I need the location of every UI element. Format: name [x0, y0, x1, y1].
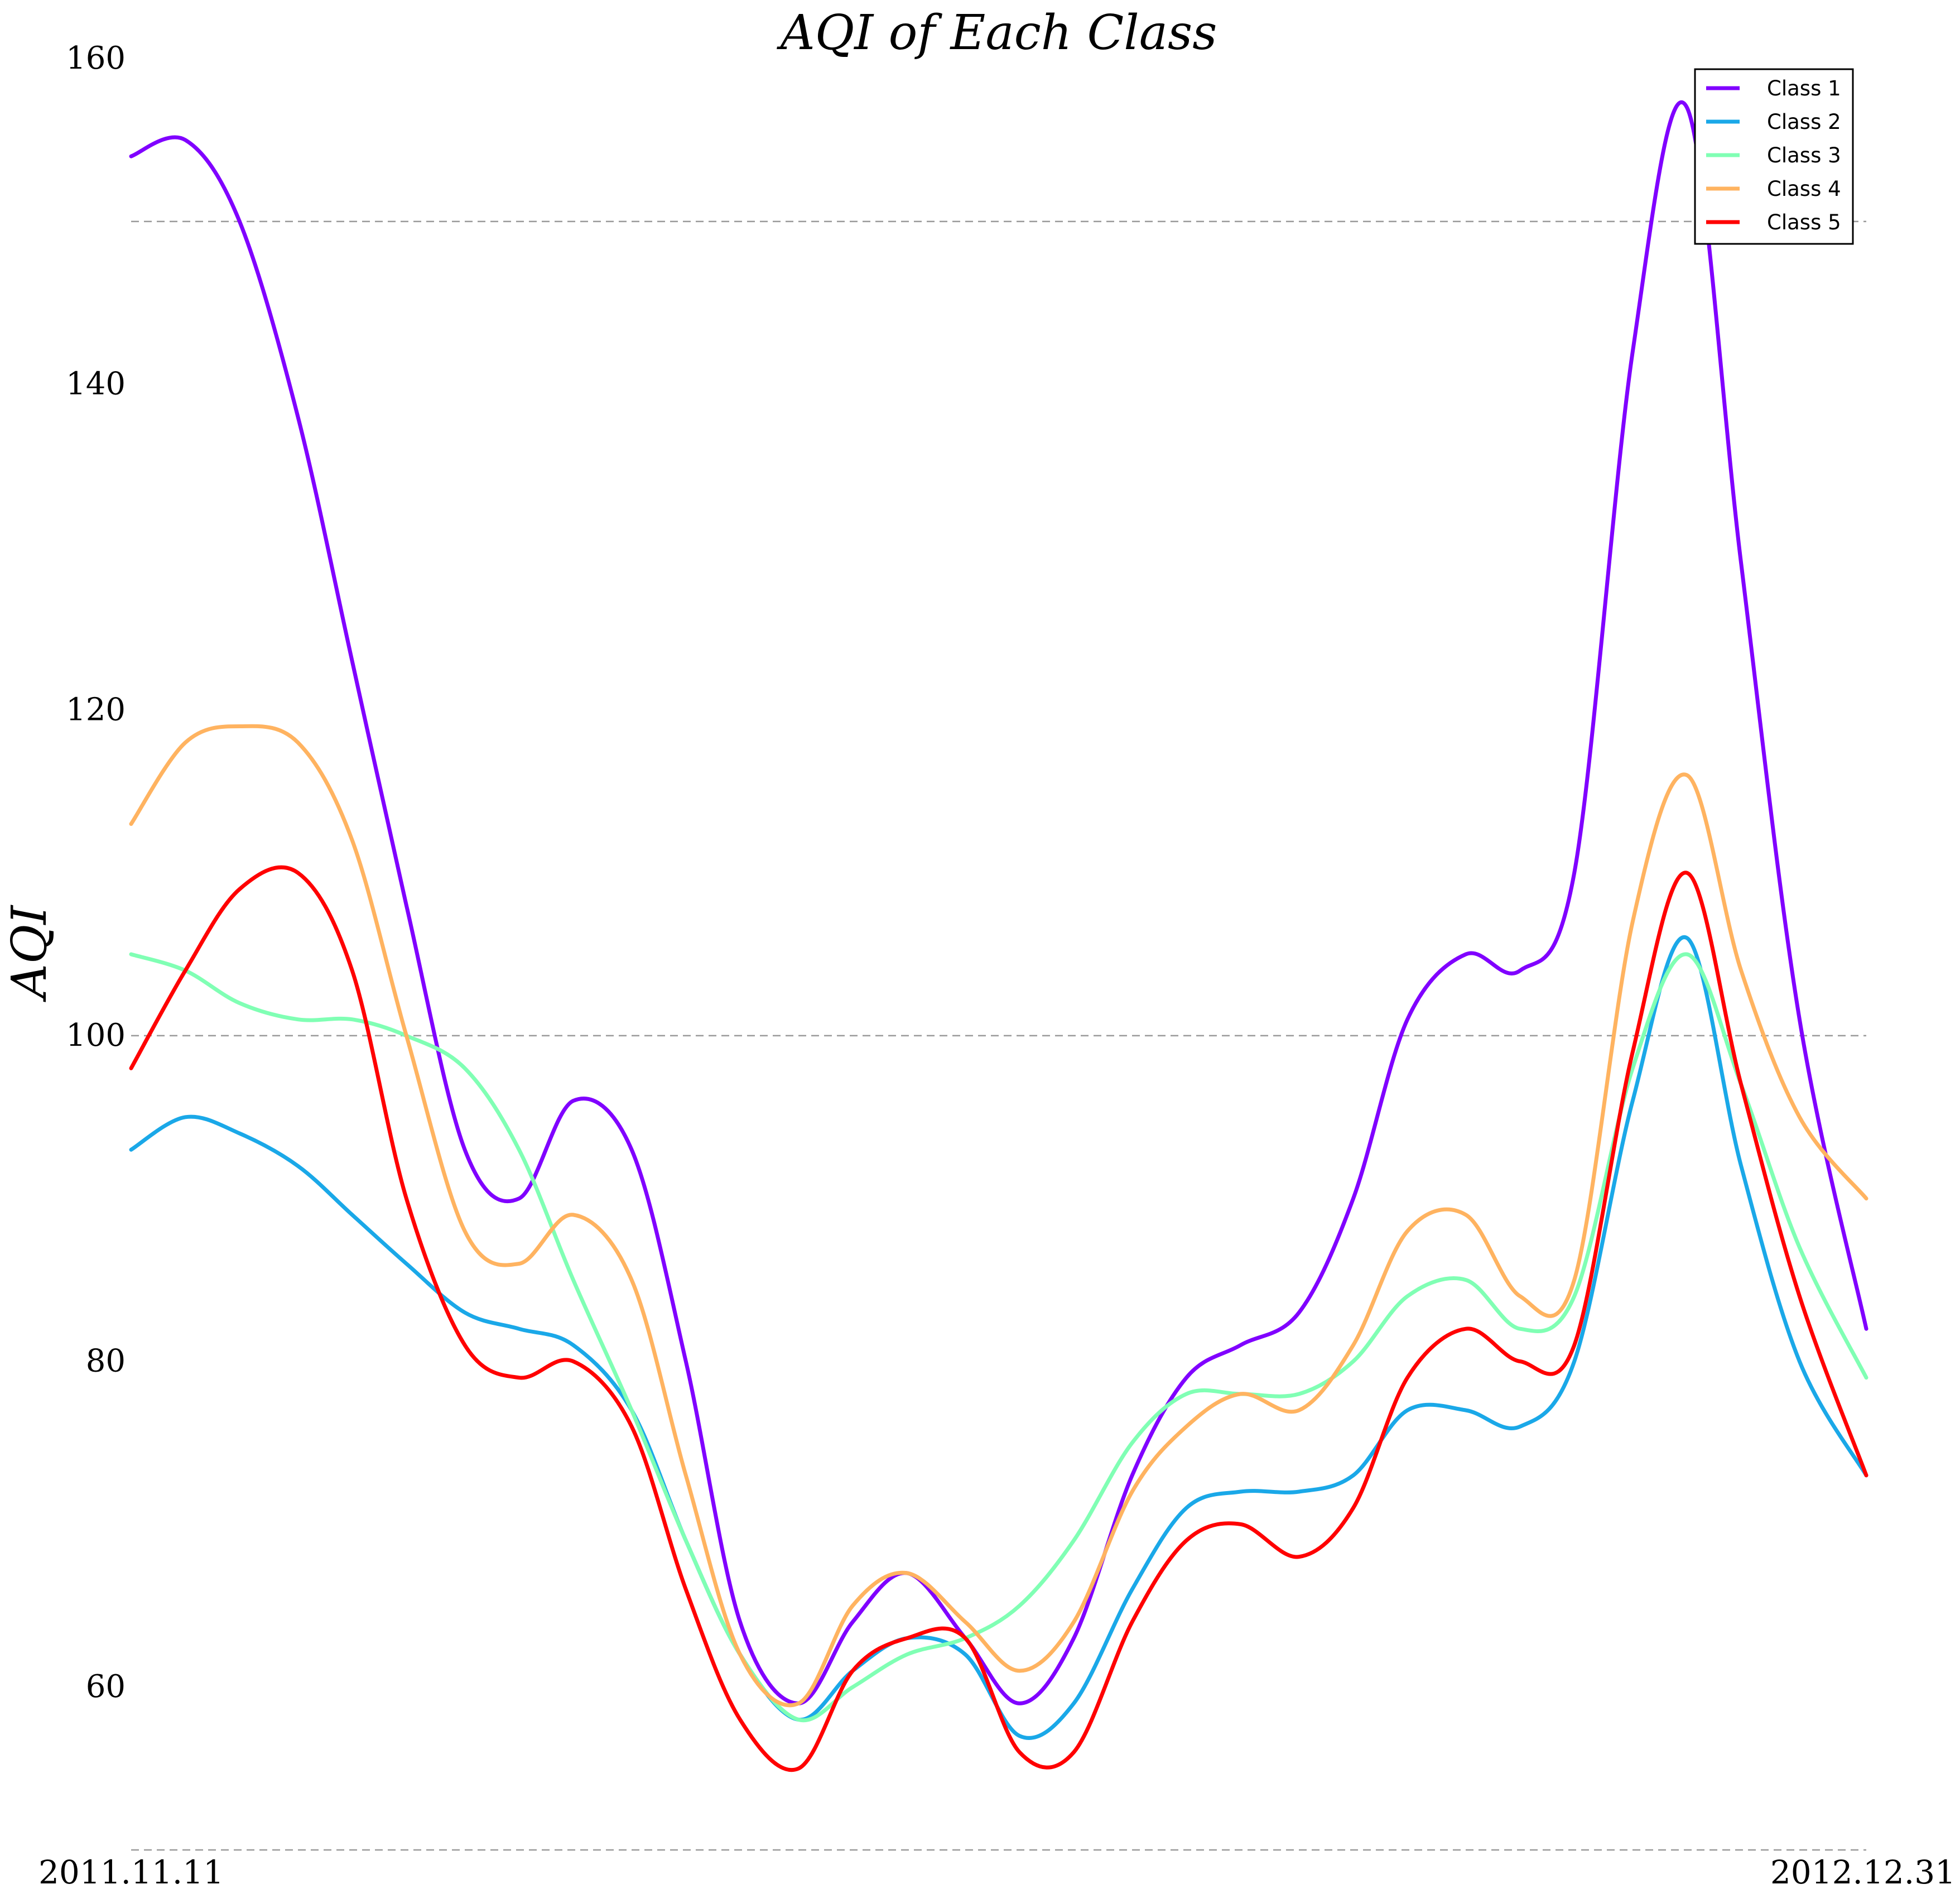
series-layer — [129, 100, 1868, 1772]
x-axis-ticks: 2011.11.11 2012.12.31 — [38, 1853, 1956, 1889]
legend-label-class-5: Class 5 — [1767, 210, 1841, 234]
legend-label-class-1: Class 1 — [1767, 76, 1841, 100]
series-line-class-2 — [129, 935, 1868, 1740]
chart-title: AQI of Each Class — [777, 5, 1217, 61]
series-line-class-3 — [129, 952, 1868, 1723]
legend-label-class-2: Class 2 — [1767, 110, 1841, 134]
x-tick-label-start: 2011.11.11 — [38, 1853, 224, 1889]
legend-label-class-4: Class 4 — [1767, 177, 1841, 201]
y-tick-label: 60 — [86, 1669, 126, 1705]
grid-layer — [131, 220, 1866, 1851]
y-tick-label: 120 — [66, 691, 126, 728]
y-axis-label: AQI — [2, 905, 57, 1003]
y-axis-ticks: 60 80 100 120 140 160 — [66, 40, 126, 1705]
x-tick-label-end: 2012.12.31 — [1770, 1853, 1956, 1889]
series-line-class-1 — [129, 100, 1868, 1705]
y-tick-label: 80 — [86, 1343, 126, 1380]
y-tick-label: 160 — [66, 40, 126, 76]
series-line-class-5 — [129, 865, 1868, 1772]
legend-items: Class 1 Class 2 Class 3 Class 4 Class 5 — [1706, 76, 1841, 234]
legend-label-class-3: Class 3 — [1767, 143, 1841, 167]
y-tick-label: 100 — [66, 1017, 126, 1054]
legend: Class 1 Class 2 Class 3 Class 4 Class 5 — [1694, 68, 1854, 245]
series-line-class-4 — [129, 724, 1868, 1708]
y-tick-label: 140 — [66, 366, 126, 402]
